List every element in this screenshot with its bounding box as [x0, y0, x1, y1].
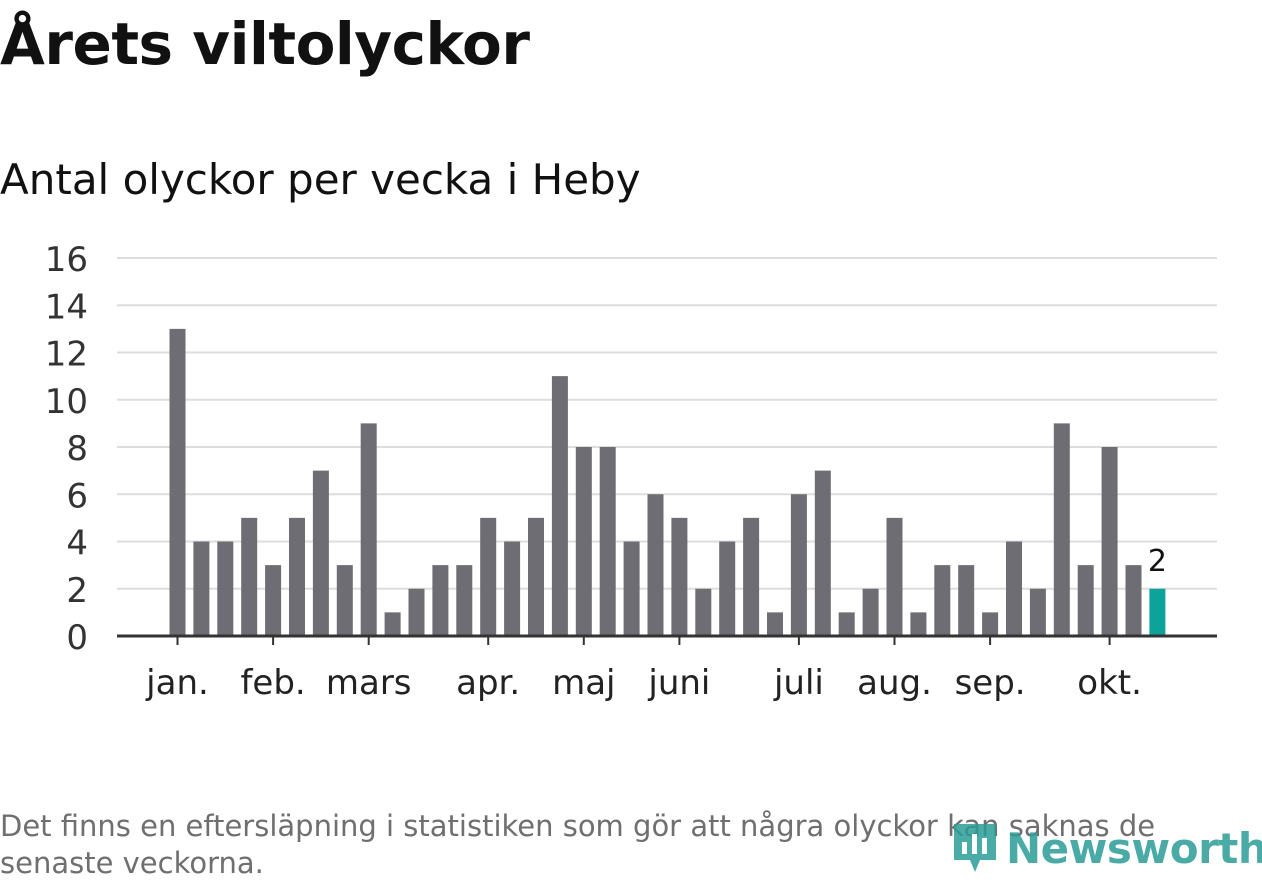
bar [1029, 588, 1046, 636]
bar [504, 541, 521, 636]
bar [814, 470, 831, 636]
bar [384, 612, 401, 636]
y-tick-label: 4 [66, 524, 88, 564]
newsworthy-logo-icon [954, 824, 996, 872]
x-tick-label: mars [326, 663, 412, 703]
bar [934, 565, 951, 636]
y-tick-label: 2 [66, 571, 88, 611]
bar [862, 588, 879, 636]
bar [1077, 565, 1094, 636]
bar [886, 517, 903, 636]
bar [456, 565, 473, 636]
bar [910, 612, 927, 636]
bar [193, 541, 210, 636]
bar [312, 470, 329, 636]
bar [743, 517, 760, 636]
bar [575, 447, 592, 636]
bar [719, 541, 736, 636]
y-tick-label: 14 [45, 287, 88, 327]
bar [790, 494, 807, 636]
x-tick-label: feb. [240, 663, 305, 703]
x-tick-label: aug. [857, 663, 932, 703]
y-tick-label: 10 [45, 382, 88, 422]
chart-subtitle: Antal olyckor per vecka i Heby [0, 155, 641, 204]
y-tick-label: 0 [66, 618, 88, 658]
bar [169, 328, 186, 636]
bar [336, 565, 353, 636]
bar [1125, 565, 1142, 636]
x-tick-label: jan. [145, 663, 209, 703]
bar [1053, 423, 1070, 636]
bar [1006, 541, 1022, 636]
bar [982, 612, 999, 636]
bar [838, 612, 855, 636]
bar [408, 588, 425, 636]
bar [528, 517, 544, 636]
x-tick-label: apr. [456, 663, 520, 703]
newsworthy-logo: Newsworthy [950, 818, 1262, 878]
bar [623, 541, 640, 636]
y-tick-label: 12 [45, 335, 88, 375]
bar [289, 517, 305, 636]
bar [1101, 447, 1118, 636]
x-tick-label: okt. [1077, 663, 1142, 703]
bar [360, 423, 377, 636]
bar-latest [1149, 588, 1166, 636]
bar [695, 588, 712, 636]
bar [767, 612, 783, 636]
bar [217, 541, 234, 636]
x-tick-label: maj [552, 663, 615, 703]
logo-text: Newsworthy [1006, 823, 1262, 873]
chart-title: Årets viltolyckor [0, 10, 530, 78]
x-tick-label: sep. [955, 663, 1026, 703]
bar [551, 376, 568, 636]
bar [432, 565, 449, 636]
bar [671, 517, 688, 636]
y-tick-label: 6 [66, 476, 88, 516]
x-tick-label: juli [773, 663, 824, 703]
bar [599, 447, 616, 636]
bar [647, 494, 664, 636]
bar [958, 565, 975, 636]
bar [265, 565, 282, 636]
bar-value-label: 2 [1148, 544, 1167, 579]
bar [241, 517, 258, 636]
y-tick-label: 16 [45, 240, 88, 280]
y-tick-label: 8 [66, 429, 88, 469]
bar [480, 517, 497, 636]
x-tick-label: juni [647, 663, 710, 703]
